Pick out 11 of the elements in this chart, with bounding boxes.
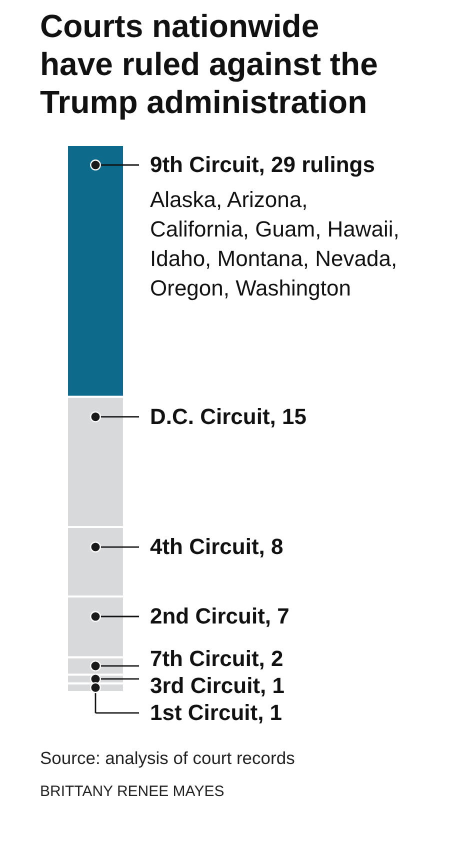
text: BRITTANY RENEE MAYES bbox=[40, 783, 224, 800]
text: Alaska, Arizona, California, Guam, Hawaii, Idaho, Montana, Nevada, Oregon, Washington bbox=[150, 187, 400, 300]
data-label: D.C. Circuit, 15 bbox=[150, 404, 306, 429]
data-label: 4th Circuit, 8 bbox=[150, 534, 284, 560]
data-label: 3rd Circuit, 1 bbox=[150, 672, 284, 698]
data-label: 1st Circuit, 1 bbox=[150, 700, 282, 725]
text: Courts nationwide have ruled against the Trump administration bbox=[40, 8, 378, 120]
data-label: 9th Circuit, 29 rulings bbox=[150, 152, 375, 177]
data-label: 7th Circuit, 2 bbox=[150, 646, 284, 671]
source-note: Source: analysis of court records bbox=[40, 748, 296, 768]
data-label: 2nd Circuit, 7 bbox=[150, 603, 290, 628]
